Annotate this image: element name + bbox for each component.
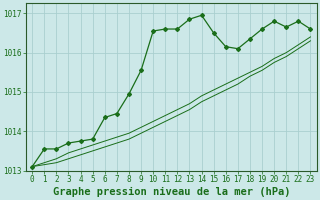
X-axis label: Graphe pression niveau de la mer (hPa): Graphe pression niveau de la mer (hPa) [52, 186, 290, 197]
